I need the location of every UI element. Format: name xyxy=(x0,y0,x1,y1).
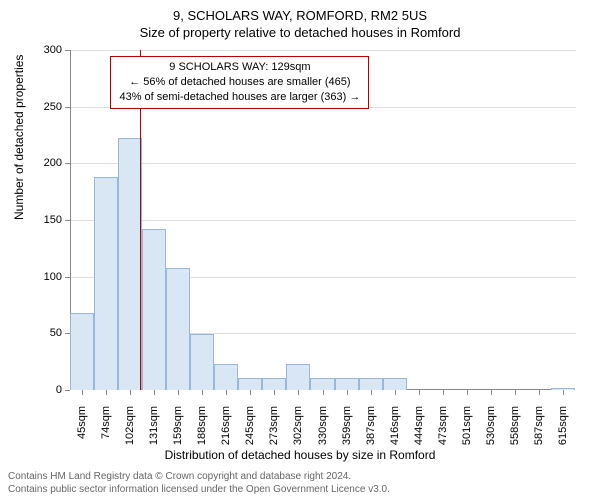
histogram-bar xyxy=(286,364,310,390)
histogram-bar xyxy=(310,378,334,390)
page-title: 9, SCHOLARS WAY, ROMFORD, RM2 5US xyxy=(0,0,600,23)
xtick-mark xyxy=(515,390,516,395)
ytick-mark xyxy=(65,333,70,334)
xtick-label: 45sqm xyxy=(76,406,88,456)
ytick-mark xyxy=(65,277,70,278)
histogram-bar xyxy=(335,378,359,390)
xtick-label: 302sqm xyxy=(292,406,304,456)
histogram-bar xyxy=(383,378,407,390)
xtick-mark xyxy=(130,390,131,395)
xtick-label: 330sqm xyxy=(317,406,329,456)
page-subtitle: Size of property relative to detached ho… xyxy=(0,23,600,40)
ytick-mark xyxy=(65,107,70,108)
xtick-mark xyxy=(491,390,492,395)
chart-container: { "title": "9, SCHOLARS WAY, ROMFORD, RM… xyxy=(0,0,600,500)
ytick-mark xyxy=(65,50,70,51)
xtick-label: 188sqm xyxy=(196,406,208,456)
annotation-line: 43% of semi-detached houses are larger (… xyxy=(119,90,360,105)
ytick-mark xyxy=(65,163,70,164)
gridline xyxy=(71,220,576,221)
ytick-label: 0 xyxy=(32,384,62,396)
ytick-label: 200 xyxy=(32,157,62,169)
histogram-bar xyxy=(142,229,166,390)
ytick-label: 150 xyxy=(32,214,62,226)
ytick-label: 300 xyxy=(32,44,62,56)
xtick-label: 530sqm xyxy=(485,406,497,456)
chart-plot-area: 9 SCHOLARS WAY: 129sqm← 56% of detached … xyxy=(70,50,575,390)
xtick-label: 245sqm xyxy=(244,406,256,456)
xtick-mark xyxy=(274,390,275,395)
xtick-mark xyxy=(250,390,251,395)
xtick-label: 501sqm xyxy=(461,406,473,456)
xtick-mark xyxy=(395,390,396,395)
annotation-line: ← 56% of detached houses are smaller (46… xyxy=(119,75,360,90)
xtick-mark xyxy=(82,390,83,395)
xtick-mark xyxy=(202,390,203,395)
histogram-bar xyxy=(70,313,94,390)
histogram-bar xyxy=(166,268,190,390)
xtick-mark xyxy=(226,390,227,395)
xtick-label: 359sqm xyxy=(341,406,353,456)
xtick-label: 131sqm xyxy=(148,406,160,456)
ytick-label: 100 xyxy=(32,271,62,283)
xtick-mark xyxy=(467,390,468,395)
xtick-label: 159sqm xyxy=(172,406,184,456)
xtick-label: 444sqm xyxy=(413,406,425,456)
ytick-label: 250 xyxy=(32,101,62,113)
xtick-mark xyxy=(298,390,299,395)
ytick-label: 50 xyxy=(32,327,62,339)
xtick-mark xyxy=(106,390,107,395)
histogram-bar xyxy=(359,378,383,390)
xtick-mark xyxy=(323,390,324,395)
xtick-mark xyxy=(154,390,155,395)
histogram-bar xyxy=(118,138,142,390)
annotation-line: 9 SCHOLARS WAY: 129sqm xyxy=(119,60,360,75)
histogram-bar xyxy=(238,378,262,390)
histogram-bar xyxy=(214,364,238,390)
footer-line-2: Contains public sector information licen… xyxy=(8,483,390,496)
xtick-label: 473sqm xyxy=(437,406,449,456)
xtick-mark xyxy=(539,390,540,395)
xtick-mark xyxy=(563,390,564,395)
xtick-mark xyxy=(178,390,179,395)
gridline xyxy=(71,163,576,164)
histogram-bar xyxy=(94,177,118,390)
y-axis-label: Number of detached properties xyxy=(12,55,26,220)
xtick-mark xyxy=(347,390,348,395)
histogram-bar xyxy=(190,334,214,390)
xtick-mark xyxy=(443,390,444,395)
xtick-label: 273sqm xyxy=(268,406,280,456)
ytick-mark xyxy=(65,220,70,221)
xtick-mark xyxy=(371,390,372,395)
ytick-mark xyxy=(65,390,70,391)
xtick-label: 216sqm xyxy=(220,406,232,456)
xtick-label: 74sqm xyxy=(100,406,112,456)
footer-attribution: Contains HM Land Registry data © Crown c… xyxy=(8,470,390,496)
xtick-label: 387sqm xyxy=(365,406,377,456)
xtick-label: 615sqm xyxy=(557,406,569,456)
annotation-box: 9 SCHOLARS WAY: 129sqm← 56% of detached … xyxy=(110,56,369,109)
xtick-label: 102sqm xyxy=(124,406,136,456)
histogram-bar xyxy=(262,378,286,390)
xtick-label: 558sqm xyxy=(509,406,521,456)
xtick-label: 587sqm xyxy=(533,406,545,456)
gridline xyxy=(71,50,576,51)
footer-line-1: Contains HM Land Registry data © Crown c… xyxy=(8,470,390,483)
xtick-mark xyxy=(419,390,420,395)
xtick-label: 416sqm xyxy=(389,406,401,456)
